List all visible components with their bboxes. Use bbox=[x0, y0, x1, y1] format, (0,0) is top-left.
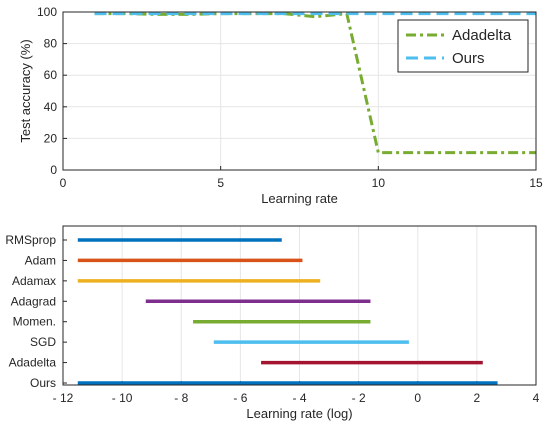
x-tick-label: - 12 bbox=[53, 391, 74, 405]
x-tick-label: 5 bbox=[217, 176, 224, 190]
category-label: Adam bbox=[25, 253, 56, 267]
y-tick-label: 80 bbox=[44, 37, 58, 51]
category-label: Momen. bbox=[13, 315, 56, 329]
x-tick-label: - 8 bbox=[174, 391, 188, 405]
x-axis-label: Learning rate (log) bbox=[246, 406, 352, 421]
axes-box bbox=[62, 225, 537, 386]
y-tick-label: 0 bbox=[50, 163, 57, 177]
y-tick-label: 60 bbox=[44, 68, 58, 82]
category-label: SGD bbox=[30, 335, 56, 349]
category-label: Adadelta bbox=[9, 356, 57, 370]
category-label: Adamax bbox=[12, 274, 56, 288]
x-tick-label: 4 bbox=[533, 391, 540, 405]
learning-rate-range-chart: - 12 - 10 - 8 - 6 - 4 - 2 0 2 4 RMSprop Adam Adamax… bbox=[5, 225, 540, 421]
y-tick-label: 100 bbox=[37, 5, 57, 19]
x-tick-label: 0 bbox=[60, 176, 67, 190]
x-tick-label: - 10 bbox=[112, 391, 133, 405]
category-label: Adagrad bbox=[11, 294, 56, 308]
x-tick-label: - 6 bbox=[233, 391, 247, 405]
x-tick-label: - 4 bbox=[292, 391, 306, 405]
x-tick-label: 15 bbox=[529, 176, 543, 190]
y-tick-label: 40 bbox=[44, 100, 58, 114]
legend-label: Adadelta bbox=[452, 27, 512, 44]
category-label: Ours bbox=[30, 376, 56, 390]
x-axis-label: Learning rate bbox=[261, 191, 338, 206]
category-label: RMSprop bbox=[5, 233, 56, 247]
x-tick-label: 0 bbox=[414, 391, 421, 405]
x-tick-label: 10 bbox=[372, 176, 386, 190]
y-tick-label: 20 bbox=[44, 131, 58, 145]
legend-label: Ours bbox=[452, 50, 485, 67]
x-tick-label: - 2 bbox=[352, 391, 366, 405]
accuracy-chart: 0 5 10 15 0 20 40 60 80 100 Learning rate Test accu… bbox=[18, 5, 543, 206]
x-tick-label: 2 bbox=[474, 391, 481, 405]
y-axis-label: Test accuracy (%) bbox=[18, 39, 33, 142]
axes-box bbox=[62, 11, 537, 171]
legend-box bbox=[397, 19, 529, 73]
